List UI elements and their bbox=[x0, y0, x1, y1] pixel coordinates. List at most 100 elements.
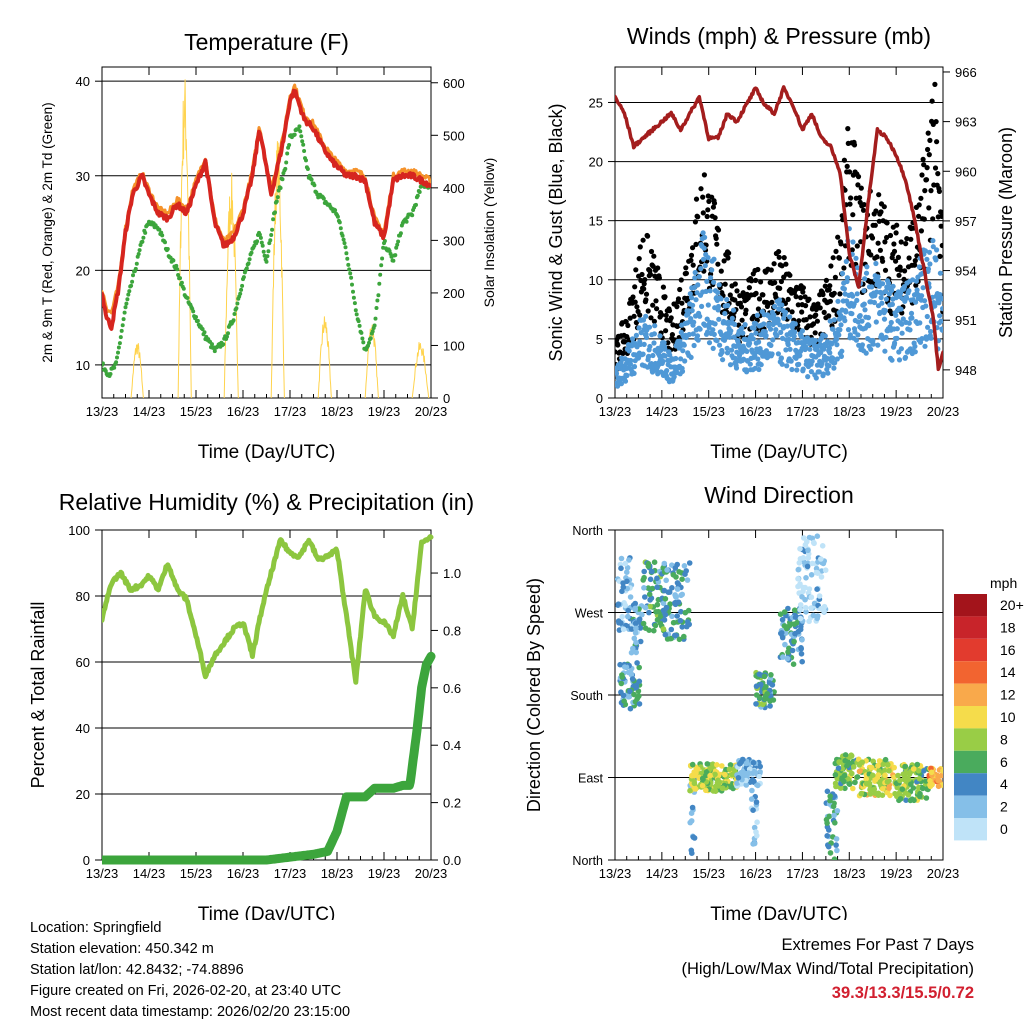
direction-point bbox=[754, 819, 760, 825]
direction-point bbox=[692, 786, 699, 792]
sonic-wind-point bbox=[830, 326, 836, 332]
direction-point bbox=[625, 613, 631, 620]
sonic-wind-point bbox=[716, 316, 722, 322]
gust-point bbox=[648, 315, 654, 321]
gust-point bbox=[793, 294, 799, 300]
dewpoint-point bbox=[140, 239, 145, 244]
sonic-wind-point bbox=[853, 255, 859, 261]
sonic-wind-point bbox=[835, 298, 841, 304]
sonic-wind-point bbox=[922, 248, 929, 254]
dewpoint-point bbox=[174, 263, 179, 268]
direction-point bbox=[715, 777, 721, 784]
direction-point bbox=[750, 807, 756, 813]
direction-point bbox=[625, 607, 631, 614]
gust-point bbox=[916, 213, 922, 219]
sonic-wind-point bbox=[827, 318, 833, 324]
x-axis-label: Time (Day/UTC) bbox=[198, 442, 336, 463]
direction-point bbox=[833, 836, 840, 842]
direction-point bbox=[809, 560, 816, 567]
gust-point bbox=[714, 241, 720, 247]
sonic-wind-point bbox=[758, 362, 764, 368]
direction-point bbox=[719, 763, 725, 769]
dewpoint-point bbox=[274, 199, 279, 204]
direction-point bbox=[707, 765, 714, 772]
dewpoint-point bbox=[292, 132, 297, 137]
x-tick-label: 20/23 bbox=[927, 866, 960, 881]
gust-point bbox=[660, 284, 667, 290]
direction-point bbox=[808, 572, 815, 578]
gust-point bbox=[913, 282, 919, 288]
sonic-wind-point bbox=[818, 350, 824, 356]
sonic-wind-point bbox=[864, 264, 870, 270]
direction-point bbox=[806, 618, 812, 625]
gust-point bbox=[615, 342, 621, 348]
colorbar-unit: mph bbox=[990, 575, 1017, 591]
direction-cluster-14 bbox=[832, 752, 862, 792]
direction-point bbox=[797, 581, 803, 587]
sonic-wind-point bbox=[894, 335, 900, 341]
direction-point bbox=[633, 684, 639, 691]
sonic-wind-point bbox=[940, 306, 943, 312]
gust-point bbox=[758, 279, 764, 285]
x-tick-label: 13/23 bbox=[86, 404, 119, 419]
sonic-wind-point bbox=[744, 369, 750, 375]
y-right-tick-label: 957 bbox=[955, 214, 977, 229]
gust-point bbox=[880, 258, 886, 264]
dewpoint-point bbox=[380, 256, 385, 261]
gust-point bbox=[827, 298, 834, 304]
direction-point bbox=[820, 560, 827, 567]
direction-point bbox=[669, 585, 675, 591]
dewpoint-point bbox=[130, 279, 135, 284]
direction-point bbox=[669, 613, 675, 620]
x-axis-label: Time (Day/UTC) bbox=[710, 442, 848, 463]
sonic-wind-point bbox=[618, 381, 625, 387]
direction-point bbox=[804, 538, 810, 545]
sonic-wind-point bbox=[697, 326, 703, 332]
sonic-wind-point bbox=[839, 270, 846, 277]
y-right-tick-label: 100 bbox=[443, 338, 465, 353]
direction-point bbox=[629, 676, 636, 682]
sonic-wind-point bbox=[633, 332, 640, 338]
sonic-wind-point bbox=[636, 355, 642, 361]
direction-point bbox=[825, 843, 832, 850]
direction-point bbox=[811, 540, 817, 547]
x-tick-label: 18/23 bbox=[833, 866, 866, 881]
gust-point bbox=[882, 267, 889, 273]
direction-point bbox=[641, 585, 647, 591]
dewpoint-point bbox=[377, 281, 382, 286]
direction-point bbox=[879, 786, 886, 792]
dewpoint-point bbox=[118, 335, 123, 340]
sonic-wind-point bbox=[742, 322, 748, 328]
gust-point bbox=[651, 253, 657, 259]
sonic-wind-point bbox=[808, 369, 815, 375]
dewpoint-point bbox=[246, 261, 251, 266]
gust-point bbox=[855, 182, 861, 188]
gust-point bbox=[860, 207, 867, 213]
sonic-wind-point bbox=[711, 256, 717, 262]
dewpoint-point bbox=[304, 158, 308, 163]
direction-point bbox=[640, 620, 647, 627]
direction-point bbox=[917, 793, 923, 800]
sonic-wind-point bbox=[816, 369, 822, 375]
dewpoint-point bbox=[212, 349, 217, 354]
gust-point bbox=[713, 235, 719, 241]
sonic-wind-point bbox=[896, 357, 903, 363]
direction-point bbox=[683, 568, 689, 574]
dewpoint-point bbox=[202, 330, 207, 335]
dewpoint-point bbox=[268, 238, 273, 243]
y-right-tick-label: 963 bbox=[955, 115, 977, 130]
dewpoint-point bbox=[350, 282, 354, 287]
x-tick-label: 17/23 bbox=[786, 866, 819, 881]
direction-point bbox=[762, 696, 768, 702]
direction-point bbox=[800, 555, 807, 561]
direction-point bbox=[764, 691, 770, 697]
elevation-text: Station elevation: 450.342 m bbox=[30, 941, 214, 957]
sonic-wind-point bbox=[775, 351, 782, 357]
y-tick-label: 10 bbox=[76, 358, 90, 373]
sonic-wind-point bbox=[894, 326, 900, 332]
dewpoint-point bbox=[221, 342, 226, 347]
x-tick-label: 18/23 bbox=[321, 866, 354, 881]
y-axis-label: 2m & 9m T (Red, Orange) & 2m Td (Green) bbox=[40, 102, 55, 362]
gust-point bbox=[823, 277, 830, 283]
direction-point bbox=[783, 625, 790, 632]
